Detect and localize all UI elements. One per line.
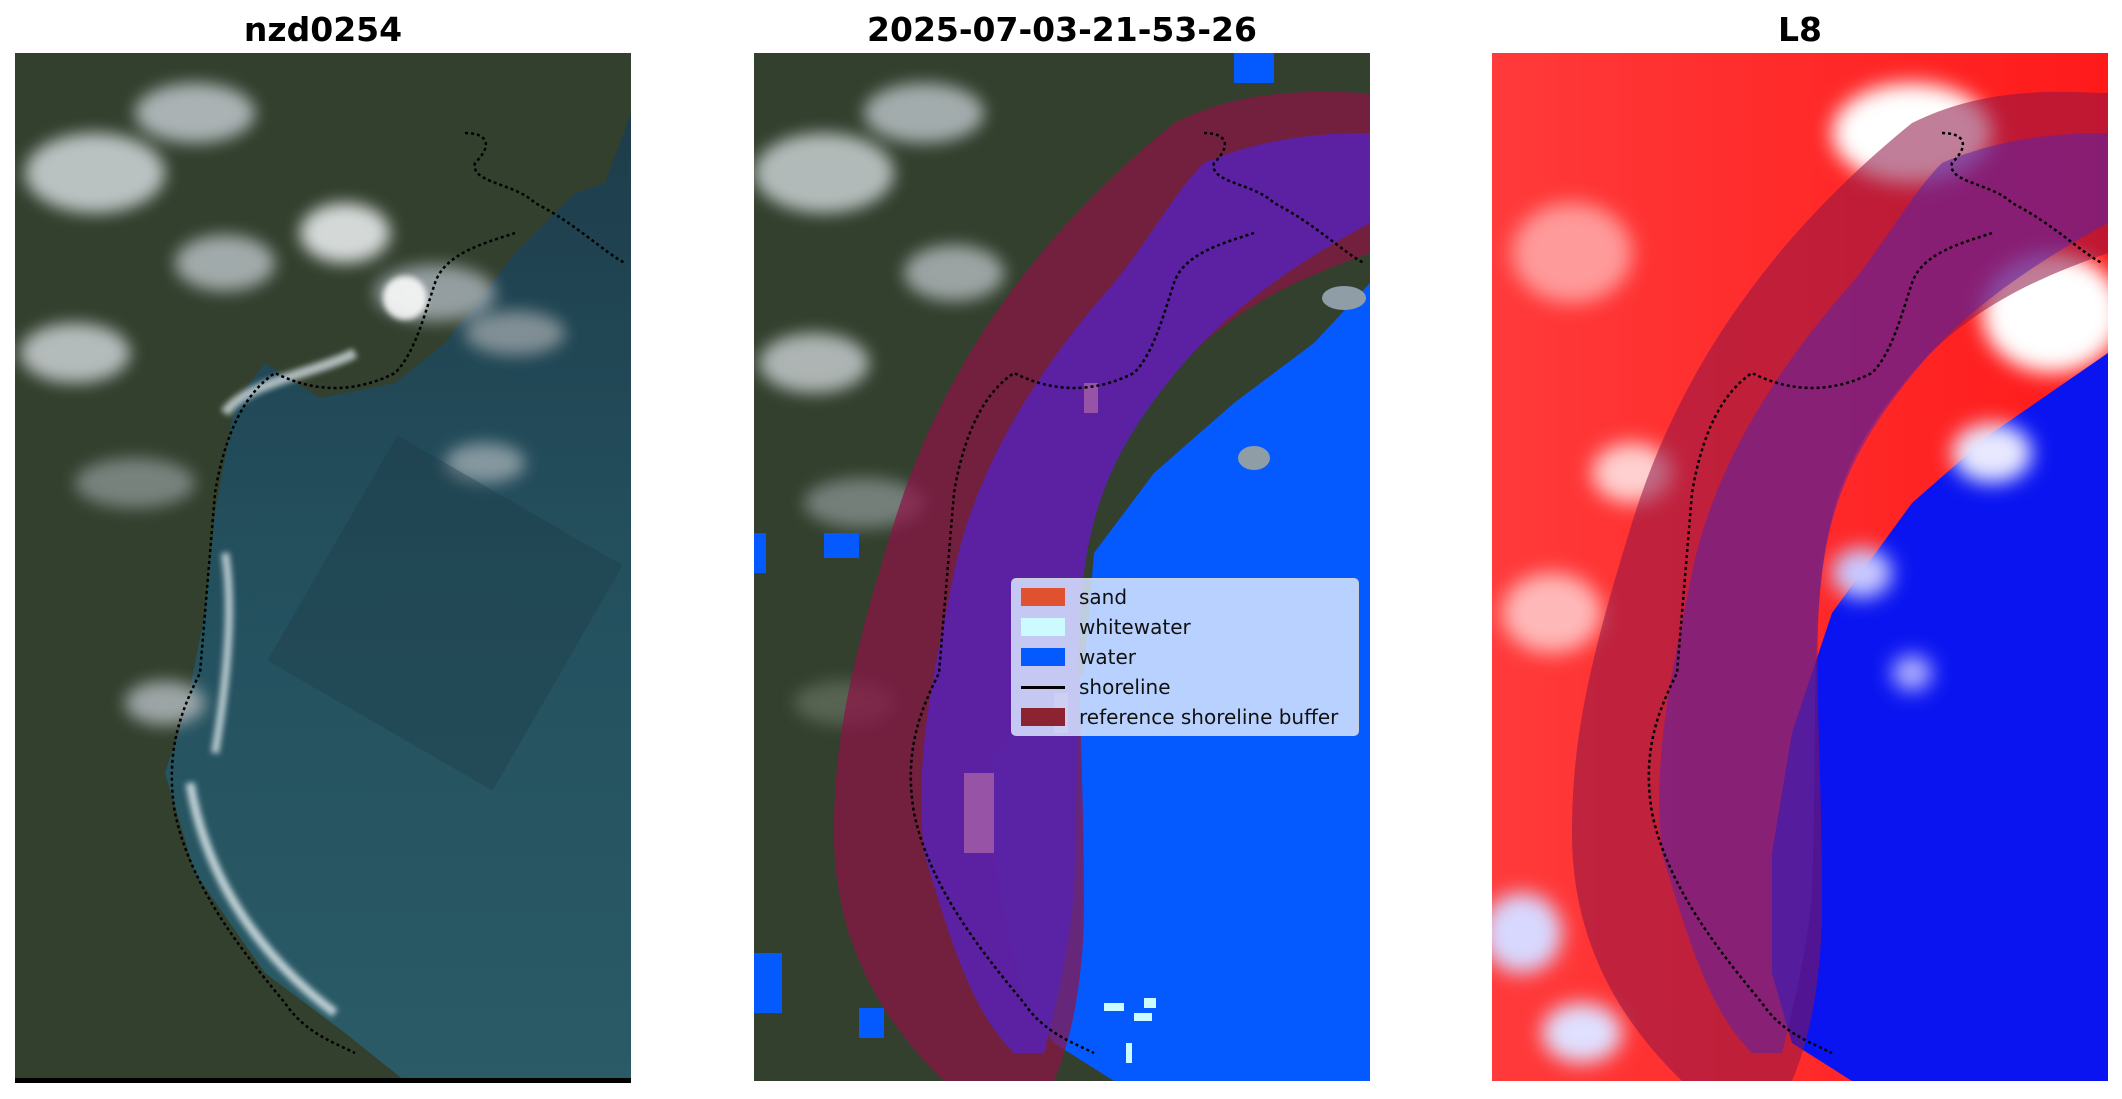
land-area: [15, 53, 631, 1081]
dark-patch: [267, 435, 623, 791]
whitewater-patch: [1104, 1003, 1124, 1011]
water-class-patch: [754, 953, 782, 1013]
legend-swatch-water: [1021, 648, 1065, 666]
negative-index-area: [1772, 353, 2108, 1081]
whitewater-patch: [1126, 1043, 1132, 1063]
panel-title-classification: 2025-07-03-21-53-26: [867, 10, 1257, 49]
rgb-image-panel: [15, 53, 631, 1081]
legend-label: whitewater: [1079, 615, 1191, 639]
index-panel: [1492, 53, 2108, 1081]
sand-speckle: [964, 773, 994, 853]
shoreline-line: [170, 131, 626, 1055]
shoreline-line: [1647, 131, 2103, 1055]
water-class-patch: [824, 533, 859, 558]
legend-line-shoreline: [1021, 685, 1065, 689]
buffer-over-water: [921, 133, 1370, 1053]
shoreline-line: [909, 131, 1365, 1055]
water-class-patch: [754, 533, 766, 573]
legend-item-water: water: [1021, 644, 1136, 670]
legend-swatch-buffer: [1021, 708, 1065, 726]
classification-panel: [754, 53, 1370, 1081]
sand-speckle: [1084, 383, 1098, 413]
rgb-image-bottom-band: [15, 1078, 631, 1083]
cloud-patch: [1238, 446, 1270, 470]
legend-label: water: [1079, 645, 1136, 669]
cloud-patch: [1322, 286, 1366, 310]
legend-label: sand: [1079, 585, 1128, 609]
legend-label: shoreline: [1079, 675, 1171, 699]
whitewater-patch: [1144, 998, 1156, 1008]
legend-label: reference shoreline buffer: [1079, 705, 1339, 729]
index-image: [1492, 53, 2108, 1081]
whitewater-patch: [1134, 1013, 1152, 1021]
legend-swatch-whitewater: [1021, 618, 1065, 636]
panel-title-rgb: nzd0254: [243, 10, 403, 49]
legend-swatch-sand: [1021, 588, 1065, 606]
water-class-patch: [859, 1008, 884, 1038]
classification-legend: sand whitewater water shoreline referenc…: [1011, 578, 1359, 736]
classification-image: [754, 53, 1370, 1081]
rgb-image: [15, 53, 631, 1081]
legend-item-sand: sand: [1021, 584, 1127, 610]
buffer-over-water: [1659, 133, 2108, 1053]
panel-title-index: L8: [1778, 10, 1822, 49]
legend-item-buffer: reference shoreline buffer: [1021, 704, 1338, 730]
water-class-patch: [1234, 53, 1274, 83]
legend-item-shoreline: shoreline: [1021, 674, 1171, 700]
legend-item-whitewater: whitewater: [1021, 614, 1191, 640]
